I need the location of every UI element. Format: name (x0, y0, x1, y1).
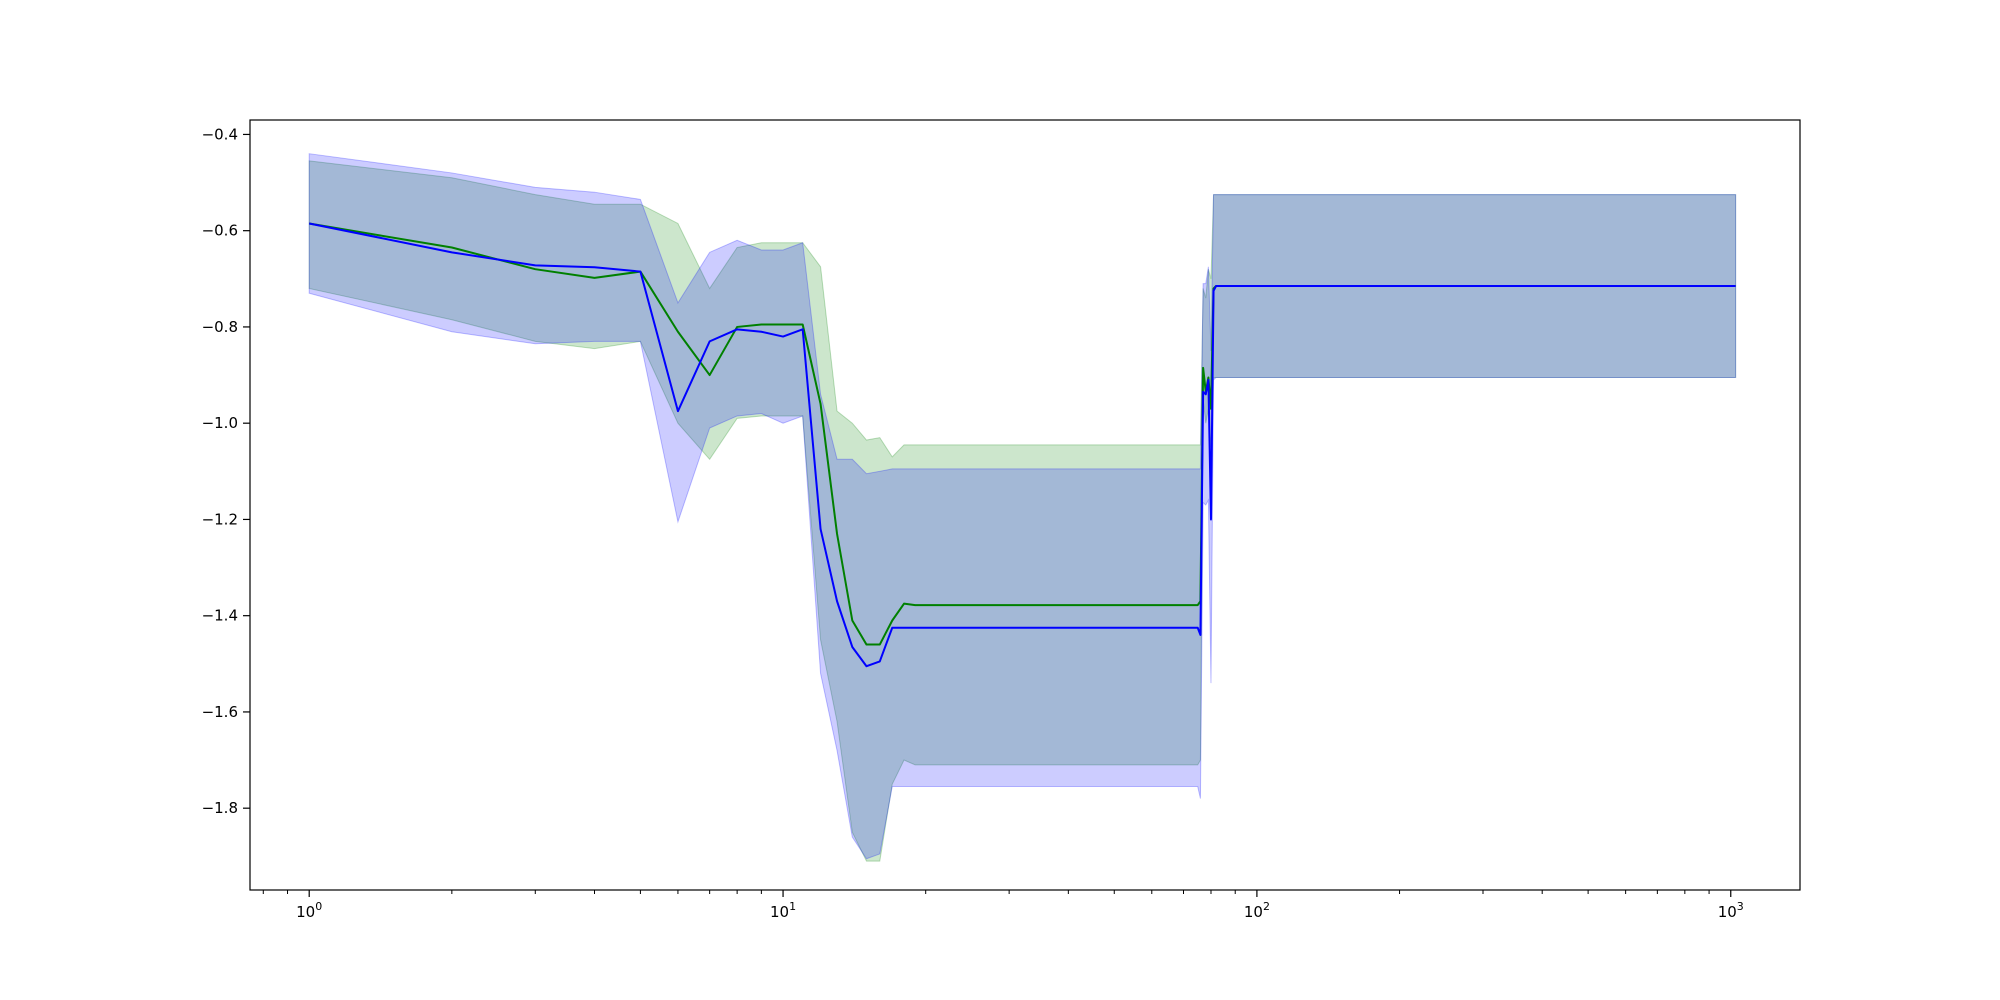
y-tick-label: −0.8 (202, 318, 238, 336)
series-lines (309, 222, 1736, 668)
y-tick-label: −0.6 (202, 222, 238, 240)
y-tick-label: −1.4 (202, 607, 238, 625)
series-1-band (308, 160, 1737, 862)
series-2-line (309, 222, 1736, 668)
x-tick-label: 101 (770, 900, 796, 921)
x-tick-label: 103 (1718, 900, 1744, 921)
y-tick-label: −1.0 (202, 414, 238, 432)
plot-frame (249, 119, 1801, 891)
series-2-band (308, 153, 1737, 860)
y-tick-label: −1.6 (202, 703, 238, 721)
confidence-bands (308, 153, 1737, 862)
x-axis: 100 101 102 103 (262, 890, 1744, 921)
x-tick-label: 102 (1244, 900, 1270, 921)
x-tick-label: 100 (296, 900, 322, 921)
y-tick-label: −1.2 (202, 510, 238, 528)
y-tick-label: −1.8 (202, 799, 238, 817)
y-tick-label: −0.4 (202, 125, 238, 143)
y-axis: −0.4 −0.6 −0.8 −1.0 −1.2 −1.4 −1.6 −1.8 (202, 125, 250, 817)
